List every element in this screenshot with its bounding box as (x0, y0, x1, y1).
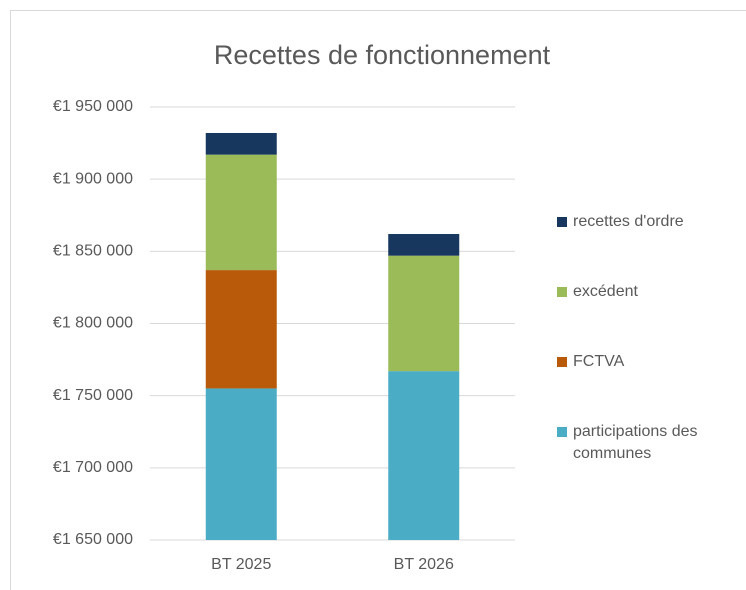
legend-swatch (557, 217, 567, 227)
legend-swatch (557, 287, 567, 297)
chart-title: Recettes de fonctionnement (214, 40, 551, 70)
y-tick-label: €1 800 000 (53, 315, 133, 332)
bar-segment (205, 154, 277, 271)
legend-swatch (557, 357, 567, 367)
legend-label: participations des communes (573, 423, 698, 462)
bar-segment (205, 132, 277, 155)
y-tick-label: €1 950 000 (53, 98, 133, 115)
y-tick-label: €1 700 000 (53, 459, 133, 476)
bar-segment (205, 270, 277, 389)
y-tick-label: €1 900 000 (53, 170, 133, 187)
bar-segment (388, 255, 460, 372)
legend-label: FCTVA (573, 353, 625, 370)
y-tick-label: €1 650 000 (53, 531, 133, 548)
x-tick-label: BT 2025 (211, 556, 271, 573)
x-tick-label: BT 2026 (394, 556, 454, 573)
y-tick-label: €1 850 000 (53, 243, 133, 260)
bar-segment (205, 388, 277, 540)
bar-segment (388, 234, 460, 256)
legend-label: excédent (573, 283, 638, 300)
y-tick-label: €1 750 000 (53, 387, 133, 404)
legend-swatch (557, 427, 567, 437)
legend-label: recettes d'ordre (573, 213, 684, 230)
bar-segment (388, 371, 460, 540)
